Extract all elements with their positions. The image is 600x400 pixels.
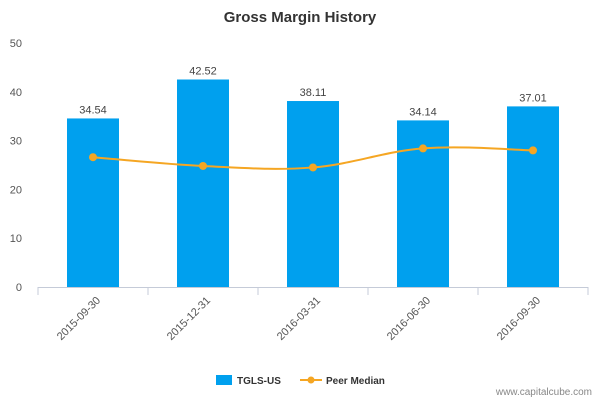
legend-label-peer-median: Peer Median: [326, 376, 385, 387]
bar-data-label: 34.14: [409, 106, 437, 118]
bar: [507, 106, 559, 287]
peer-median-point: [89, 153, 97, 162]
x-tick-label: 2016-09-30: [495, 295, 543, 343]
peer-median-point: [309, 163, 317, 172]
peer-median-point: [419, 144, 427, 153]
legend-swatch-peer-median-marker: [307, 376, 315, 384]
legend-label-tgls-us: TGLS-US: [237, 376, 281, 387]
y-tick-label: 20: [10, 184, 22, 196]
x-tick-label: 2015-12-31: [165, 295, 213, 343]
x-tick-label: 2016-06-30: [385, 295, 433, 343]
peer-median-point: [199, 161, 207, 170]
x-tick-label: 2016-03-31: [275, 295, 323, 343]
watermark: www.capitalcube.com: [495, 387, 592, 398]
x-axis: 2015-09-30 2015-12-31 2016-03-31 2016-06-30…: [37, 287, 589, 343]
line-series: [89, 144, 537, 172]
bar-data-label: 34.54: [79, 104, 107, 116]
y-axis: 0 10 20 30 40 50: [10, 38, 22, 294]
bar: [67, 118, 119, 288]
legend-swatch-tgls-us: [216, 375, 232, 385]
bar: [287, 101, 339, 288]
x-tick-label: 2015-09-30: [55, 295, 103, 343]
y-tick-label: 50: [10, 38, 22, 50]
y-tick-label: 10: [10, 233, 22, 245]
y-tick-label: 40: [10, 87, 22, 99]
chart-title: Gross Margin History: [224, 9, 377, 26]
bar-data-labels: 34.54 42.52 38.11 34.14 37.01: [79, 66, 547, 119]
bar-series: [67, 79, 559, 288]
bar: [177, 79, 229, 287]
y-tick-label: 0: [16, 282, 22, 294]
bar-data-label: 42.52: [189, 66, 217, 78]
peer-median-point: [529, 146, 537, 155]
legend: TGLS-US Peer Median: [216, 375, 385, 387]
bar-data-label: 38.11: [300, 87, 327, 99]
y-tick-label: 30: [10, 136, 22, 148]
bar-data-label: 37.01: [519, 92, 547, 104]
